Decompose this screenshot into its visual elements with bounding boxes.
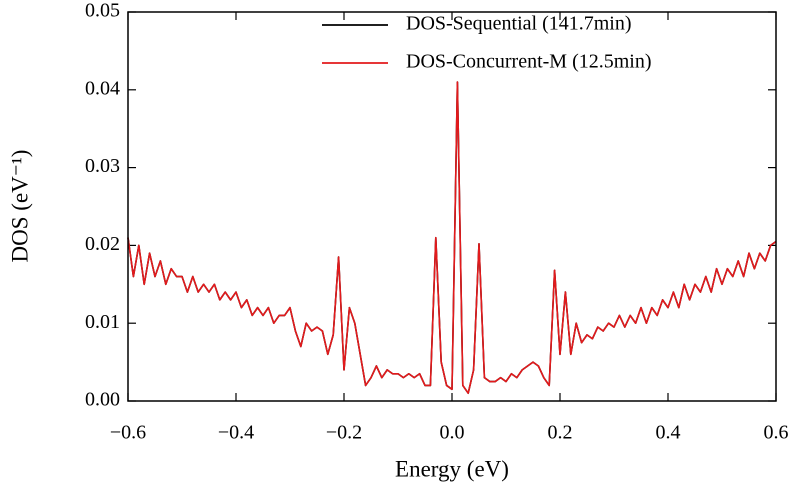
y-tick-label: 0.05	[85, 0, 120, 22]
x-axis-label: Energy (eV)	[395, 456, 509, 481]
y-axis-label: DOS (eV⁻¹)	[7, 150, 32, 263]
x-tick-label: 0.2	[548, 422, 573, 444]
legend-label: DOS-Sequential (141.7min)	[406, 13, 632, 35]
y-tick-label: 0.04	[85, 77, 120, 99]
x-tick-label: 0.6	[764, 422, 789, 444]
y-tick-label: 0.03	[85, 155, 120, 177]
x-tick-label: −0.4	[218, 422, 254, 444]
plot-frame	[127, 11, 777, 402]
series-line	[127, 81, 777, 395]
x-tick-label: −0.2	[326, 422, 362, 444]
y-tick-label: 0.01	[85, 311, 120, 333]
y-tick-label: 0.00	[85, 389, 120, 411]
x-tick-label: −0.6	[110, 422, 146, 444]
legend-label: DOS-Concurrent-M (12.5min)	[406, 51, 652, 73]
y-tick-label: 0.02	[85, 233, 120, 255]
x-tick-label: 0.4	[656, 422, 681, 444]
x-tick-label: 0.0	[440, 422, 465, 444]
